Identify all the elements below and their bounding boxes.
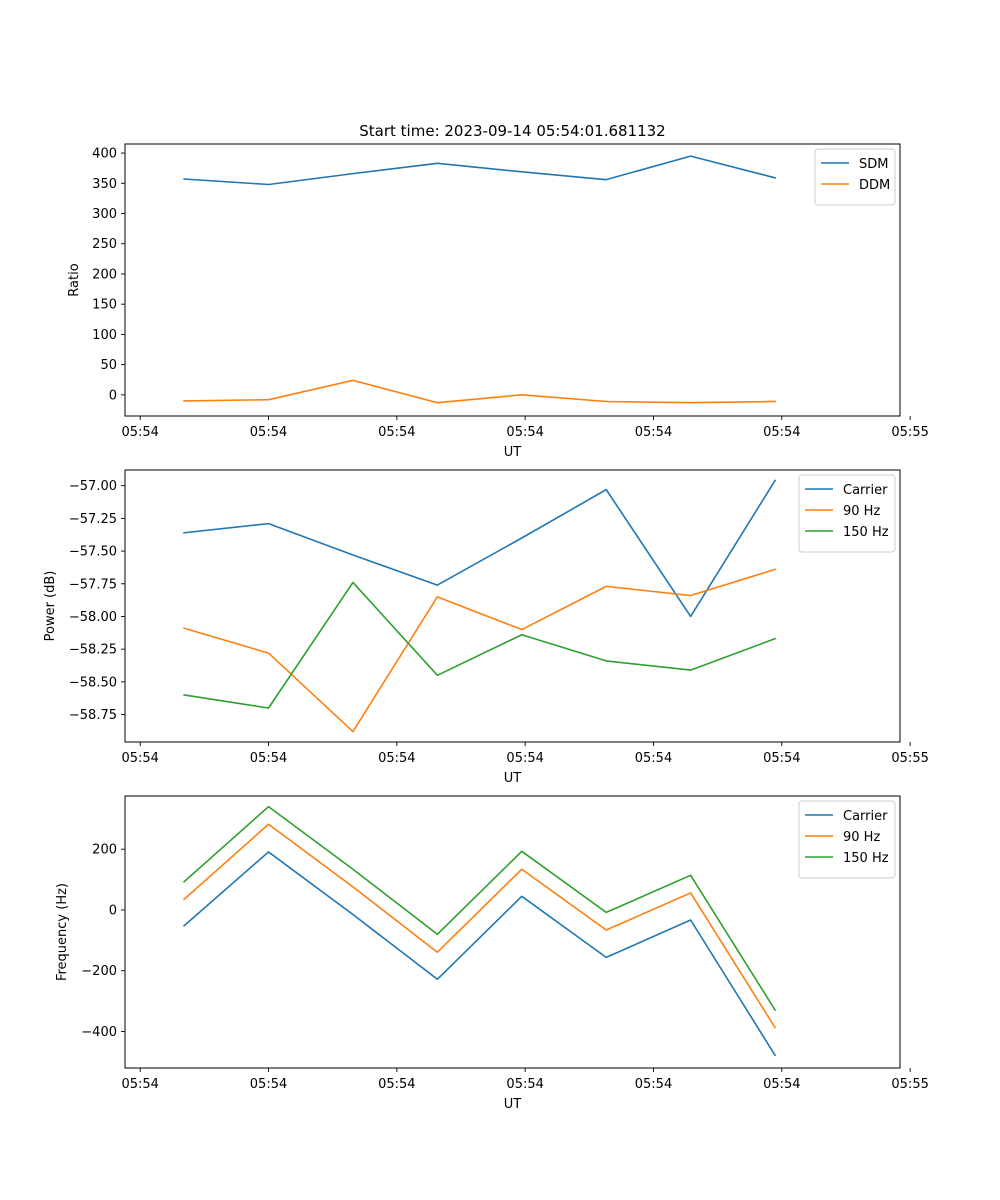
y-axis-label-power: Power (dB) [43, 571, 58, 642]
series-line-frequency-carrier [182, 851, 777, 1057]
y-tick-label: 300 [92, 207, 117, 222]
legend-label: DDM [859, 178, 890, 193]
panel-power: 05:54 05:54 05:54 05:54 05:54 05:54 05:55 −58.7… [43, 469, 929, 786]
series-line-ratio-sdm [183, 155, 777, 186]
panel-frequency: 05:54 05:54 05:54 05:54 05:54 05:54 05:55 −400 −… [55, 795, 929, 1112]
y-axis-label-frequency: Frequency (Hz) [55, 883, 70, 981]
series-line-power-150-hz [183, 581, 777, 709]
plot-frame-ratio [124, 143, 901, 417]
y-tick-label: 250 [92, 237, 117, 252]
x-tick-label: 05:54 [635, 1077, 672, 1092]
x-tick-label: 05:54 [378, 425, 415, 440]
x-tick-label: 05:54 [378, 1077, 415, 1092]
y-tick-label: −400 [81, 1025, 117, 1040]
x-tick-label: 05:54 [378, 751, 415, 766]
legend-ratio: SDM DDM [814, 148, 896, 206]
x-axis-label-ratio: UT [504, 445, 522, 460]
y-tick-label: 200 [92, 843, 117, 858]
legend-box [798, 474, 896, 553]
series-line-power-carrier [183, 479, 777, 618]
y-tick-label: −58.25 [69, 643, 117, 658]
y-tick-label: −57.75 [69, 577, 117, 592]
legend-label: 150 Hz [843, 525, 889, 540]
y-tick-label: −57.00 [69, 479, 117, 494]
x-tick-label: 05:54 [763, 1077, 800, 1092]
legend-label: 90 Hz [843, 504, 880, 519]
series-line-frequency-90-hz [182, 823, 777, 1029]
y-tick-label: −58.50 [69, 675, 117, 690]
x-axis-label-power: UT [504, 771, 522, 786]
y-tick-label: −200 [81, 964, 117, 979]
x-tick-label: 05:55 [891, 1077, 928, 1092]
x-tick-label: 05:54 [506, 1077, 543, 1092]
panel-ratio: 05:54 05:54 05:54 05:54 05:54 05:54 05:55 0 50 10… [67, 143, 929, 460]
y-tick-label: 200 [92, 267, 117, 282]
x-axis-label-frequency: UT [504, 1097, 522, 1112]
plot-frame-power [124, 469, 901, 743]
legend-box [798, 800, 896, 879]
x-tick-label: 05:54 [506, 751, 543, 766]
x-tick-label: 05:54 [763, 425, 800, 440]
y-tick-label: −57.50 [69, 545, 117, 560]
x-tick-label: 05:54 [635, 425, 672, 440]
legend-power: Carrier 90 Hz 150 Hz [798, 474, 896, 553]
figure-title: Start time: 2023-09-14 05:54:01.681132 [359, 122, 665, 140]
y-tick-label: −57.25 [69, 512, 117, 527]
x-tick-label: 05:55 [891, 425, 928, 440]
y-tick-label: 0 [109, 388, 117, 403]
x-tick-label: 05:54 [121, 1077, 158, 1092]
x-tick-label: 05:54 [250, 751, 287, 766]
x-tick-label: 05:54 [506, 425, 543, 440]
legend-label: SDM [859, 157, 888, 172]
y-tick-label: 0 [109, 903, 117, 918]
y-tick-label: −58.00 [69, 610, 117, 625]
y-tick-label: −58.75 [69, 708, 117, 723]
legend-frequency: Carrier 90 Hz 150 Hz [798, 800, 896, 879]
y-tick-label: 50 [100, 358, 117, 373]
x-tick-label: 05:54 [250, 425, 287, 440]
series-line-power-90-hz [183, 568, 777, 733]
x-tick-label: 05:55 [891, 751, 928, 766]
legend-label: Carrier [843, 809, 888, 824]
legend-label: Carrier [843, 483, 888, 498]
x-tick-label: 05:54 [763, 751, 800, 766]
legend-label: 90 Hz [843, 830, 880, 845]
series-line-frequency-150-hz [182, 805, 777, 1012]
chart-panels: 05:54 05:54 05:54 05:54 05:54 05:54 05:55 0 50 10… [43, 143, 929, 1112]
y-tick-label: 100 [92, 328, 117, 343]
y-tick-label: 150 [92, 298, 117, 313]
x-tick-label: 05:54 [121, 751, 158, 766]
x-tick-label: 05:54 [250, 1077, 287, 1092]
x-tick-label: 05:54 [121, 425, 158, 440]
x-tick-label: 05:54 [635, 751, 672, 766]
series-line-ratio-ddm [183, 379, 776, 404]
y-tick-label: 350 [92, 177, 117, 192]
legend-label: 150 Hz [843, 851, 889, 866]
y-axis-label-ratio: Ratio [67, 263, 82, 296]
plot-frame-frequency [124, 795, 901, 1069]
y-tick-label: 400 [92, 147, 117, 162]
